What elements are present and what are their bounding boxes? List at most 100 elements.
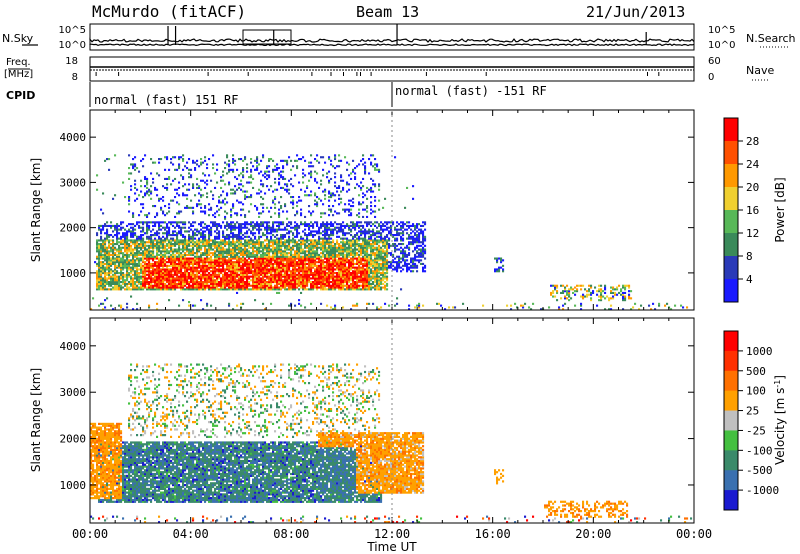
echo-cell bbox=[246, 181, 249, 184]
echo-cell bbox=[204, 262, 207, 265]
echo-cell bbox=[218, 248, 221, 251]
echo-cell bbox=[204, 270, 207, 273]
echo-cell bbox=[180, 288, 183, 291]
echo-cell bbox=[318, 264, 321, 267]
echo-cell bbox=[260, 246, 263, 249]
echo-cell bbox=[184, 252, 187, 255]
echo-cell bbox=[130, 230, 133, 233]
echo-cell bbox=[316, 277, 319, 280]
echo-cell bbox=[212, 223, 215, 226]
echo-cell bbox=[338, 259, 341, 262]
echo-cell bbox=[246, 239, 249, 242]
echo-cell bbox=[288, 275, 291, 278]
echo-cell bbox=[236, 226, 239, 229]
echo-cell bbox=[318, 281, 321, 284]
echo-cell bbox=[102, 248, 105, 251]
echo-cell bbox=[334, 244, 337, 247]
echo-cell bbox=[252, 228, 255, 231]
echo-cell bbox=[326, 257, 329, 260]
echo-cell bbox=[186, 282, 189, 285]
echo-cell bbox=[268, 159, 271, 162]
echo-cell bbox=[288, 179, 291, 182]
echo-cell bbox=[234, 277, 237, 280]
echo-cell bbox=[206, 244, 209, 247]
echo-cell bbox=[170, 237, 173, 240]
echo-cell bbox=[192, 161, 195, 164]
echo-cell bbox=[194, 268, 197, 271]
echo-cell bbox=[320, 302, 323, 305]
echo-cell bbox=[300, 241, 303, 244]
echo-cell bbox=[276, 246, 279, 249]
echo-cell bbox=[230, 252, 233, 255]
echo-cell bbox=[356, 286, 359, 289]
echo-cell bbox=[242, 237, 245, 240]
echo-cell bbox=[288, 277, 291, 280]
echo-cell bbox=[296, 154, 299, 157]
echo-cell bbox=[226, 228, 229, 231]
echo-cell bbox=[102, 261, 105, 264]
echo-cell bbox=[144, 221, 147, 224]
echo-cell bbox=[182, 281, 185, 284]
echo-cell bbox=[170, 161, 173, 164]
echo-cell bbox=[224, 272, 227, 275]
echo-cell bbox=[232, 261, 235, 264]
echo-cell bbox=[246, 282, 249, 285]
echo-cell bbox=[342, 221, 345, 224]
echo-cell bbox=[304, 273, 307, 276]
echo-cell bbox=[272, 190, 275, 193]
echo-cell bbox=[210, 284, 213, 287]
echo-cell bbox=[346, 277, 349, 280]
echo-cell bbox=[314, 264, 317, 267]
echo-cell bbox=[142, 270, 145, 273]
echo-cell bbox=[230, 268, 233, 271]
echo-cell bbox=[300, 262, 303, 265]
echo-cell bbox=[196, 243, 199, 246]
echo-cell bbox=[256, 259, 259, 262]
echo-cell bbox=[218, 255, 221, 258]
echo-cell bbox=[360, 221, 363, 224]
echo-cell bbox=[296, 268, 299, 271]
echo-cell bbox=[280, 281, 283, 284]
echo-cell bbox=[112, 239, 115, 242]
echo-cell bbox=[180, 234, 183, 237]
echo-cell bbox=[292, 286, 295, 289]
echo-cell bbox=[254, 223, 257, 226]
echo-cell bbox=[256, 248, 259, 251]
echo-cell bbox=[244, 223, 247, 226]
echo-cell bbox=[364, 264, 367, 267]
echo-cell bbox=[110, 277, 113, 280]
echo-cell bbox=[182, 192, 185, 195]
echo-cell bbox=[230, 275, 233, 278]
echo-cell bbox=[132, 165, 135, 168]
echo-cell bbox=[262, 224, 265, 227]
echo-cell bbox=[140, 226, 143, 229]
echo-cell bbox=[152, 257, 155, 260]
echo-cell bbox=[162, 239, 165, 242]
echo-cell bbox=[238, 250, 241, 253]
echo-cell bbox=[138, 279, 141, 282]
echo-cell bbox=[316, 279, 319, 282]
echo-cell bbox=[276, 277, 279, 280]
echo-cell bbox=[322, 241, 325, 244]
echo-cell bbox=[270, 282, 273, 285]
echo-cell bbox=[154, 261, 157, 264]
echo-cell bbox=[170, 272, 173, 275]
echo-cell bbox=[220, 264, 223, 267]
echo-cell bbox=[322, 223, 325, 226]
echo-cell bbox=[254, 261, 257, 264]
echo-cell bbox=[160, 239, 163, 242]
echo-cell bbox=[348, 241, 351, 244]
echo-cell bbox=[136, 308, 139, 311]
echo-cell bbox=[176, 223, 179, 226]
echo-cell bbox=[332, 284, 335, 287]
echo-cell bbox=[186, 275, 189, 278]
echo-cell bbox=[98, 279, 101, 282]
echo-cell bbox=[362, 257, 365, 260]
echo-cell bbox=[278, 177, 281, 180]
echo-cell bbox=[362, 250, 365, 253]
echo-cell bbox=[148, 268, 151, 271]
echo-cell bbox=[238, 257, 241, 260]
echo-cell bbox=[320, 241, 323, 244]
echo-cell bbox=[148, 281, 151, 284]
echo-cell bbox=[280, 174, 283, 177]
